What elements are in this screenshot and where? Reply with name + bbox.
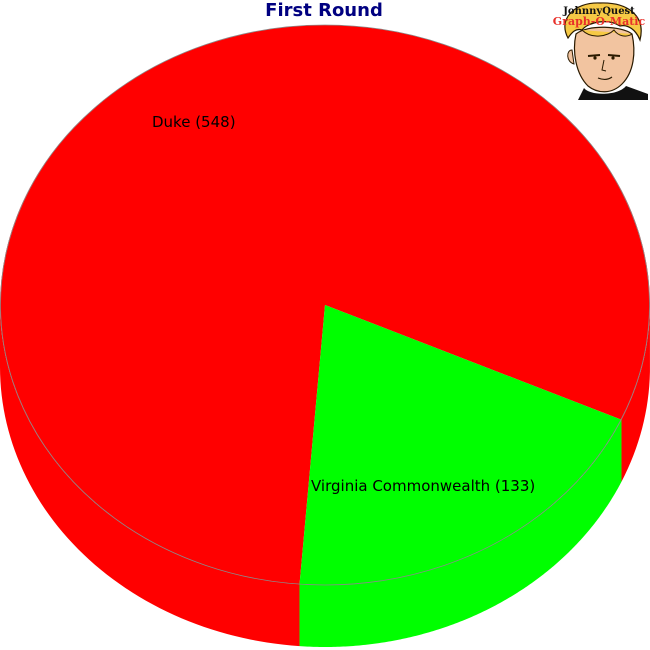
pie-top-layer (0, 24, 650, 586)
logo-text-johnnyquest: JohnnyQuest (562, 6, 635, 17)
slice-label-virginia-commonwealth: Virginia Commonwealth (133) (311, 477, 535, 495)
pie-slice-side-virginia-commonwealth (299, 419, 622, 647)
pie-slice-virginia-commonwealth (299, 305, 622, 586)
pie-slice-duke (0, 25, 650, 585)
pie-label-layer: Duke (548) Virginia Commonwealth (133) (152, 113, 535, 495)
chart-title: First Round (265, 0, 383, 21)
pie-slice-side-duke (621, 309, 650, 482)
pie-depth-layer (0, 305, 650, 647)
johnnyquest-logo: JohnnyQuest Graph-O-Matic (553, 2, 648, 100)
logo-text-graph-o-matic: Graph-O-Matic (553, 15, 646, 28)
slice-label-duke: Duke (548) (152, 113, 236, 131)
pie-slice-side-duke (0, 305, 300, 647)
